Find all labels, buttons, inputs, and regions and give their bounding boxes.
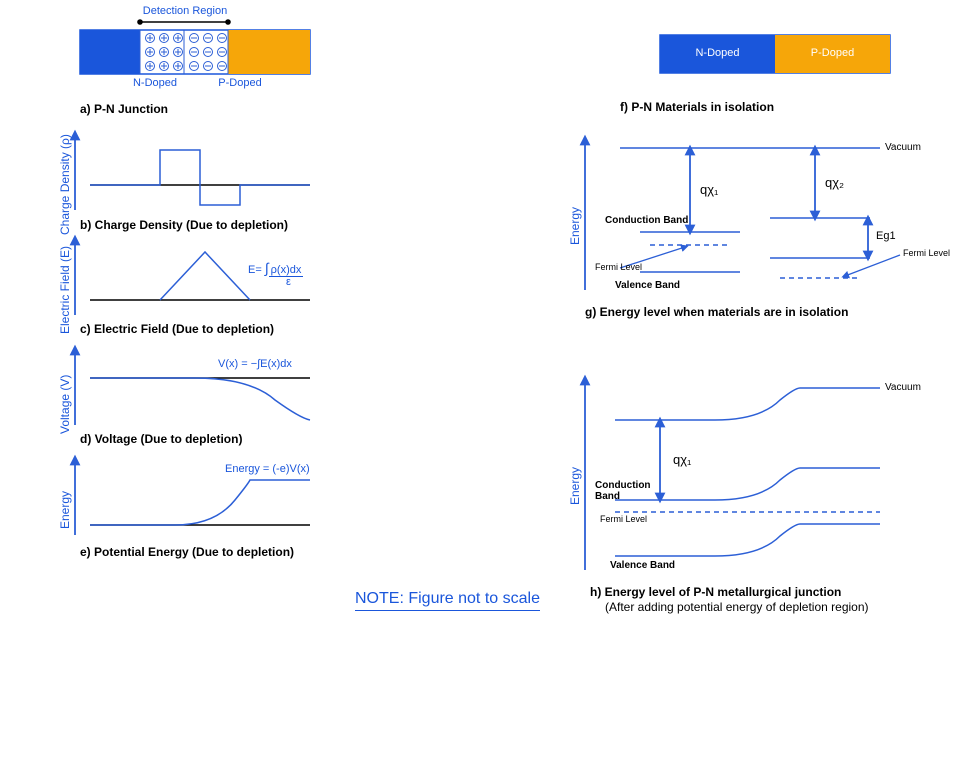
caption-h2: (After adding potential energy of deplet…	[605, 600, 869, 614]
caption-f: f) P-N Materials in isolation	[620, 100, 774, 114]
figure-root: { "colors": { "primary": "#1a56db", "ora…	[0, 0, 980, 771]
g-fermi2: Fermi Level	[903, 248, 950, 258]
caption-d: d) Voltage (Due to depletion)	[80, 432, 242, 446]
h-cb: ConductionBand	[595, 480, 660, 502]
g-qx1: qχ₁	[700, 182, 718, 197]
a-n-label: N-Doped	[125, 77, 185, 89]
panel-a-svg	[80, 22, 310, 74]
formula-d: V(x) = −∫E(x)dx	[218, 358, 292, 370]
caption-h: h) Energy level of P-N metallurgical jun…	[590, 585, 841, 599]
f-n-label: N-Doped	[660, 47, 775, 59]
caption-c: c) Electric Field (Due to depletion)	[80, 322, 274, 336]
g-cb: Conduction Band	[605, 215, 688, 226]
h-vb: Valence Band	[610, 560, 675, 571]
formula-c: E= ∫ρ(x)dx ε	[248, 262, 303, 288]
ylabel-e: Energy	[58, 469, 72, 529]
g-eg1: Eg1	[876, 230, 896, 242]
caption-g: g) Energy level when materials are in is…	[585, 305, 848, 319]
detection-region-label: Detection Region	[140, 5, 230, 17]
g-vacuum: Vacuum	[885, 142, 921, 153]
h-vacuum: Vacuum	[885, 382, 921, 393]
ylabel-g: Energy	[568, 185, 582, 245]
note: NOTE: Figure not to scale	[355, 590, 540, 611]
ylabel-d: Voltage (V)	[58, 344, 72, 434]
caption-b: b) Charge Density (Due to depletion)	[80, 218, 288, 232]
h-fermi: Fermi Level	[600, 514, 647, 524]
formula-e: Energy = (-e)V(x)	[225, 463, 310, 475]
g-vb: Valence Band	[615, 280, 680, 291]
caption-a: a) P-N Junction	[80, 102, 168, 116]
panel-h-svg	[585, 380, 880, 570]
ylabel-c: Electric Field (E)	[58, 224, 72, 334]
f-p-label: P-Doped	[775, 47, 890, 59]
panel-b-svg	[75, 135, 310, 210]
g-fermi1: Fermi Level	[595, 262, 642, 272]
h-qx1: qχ₁	[673, 452, 691, 467]
ylabel-b: Charge Density (ρ)	[58, 115, 72, 235]
ylabel-h: Energy	[568, 445, 582, 505]
a-p-label: P-Doped	[210, 77, 270, 89]
caption-e: e) Potential Energy (Due to depletion)	[80, 545, 294, 559]
g-qx2: qχ₂	[825, 175, 844, 190]
